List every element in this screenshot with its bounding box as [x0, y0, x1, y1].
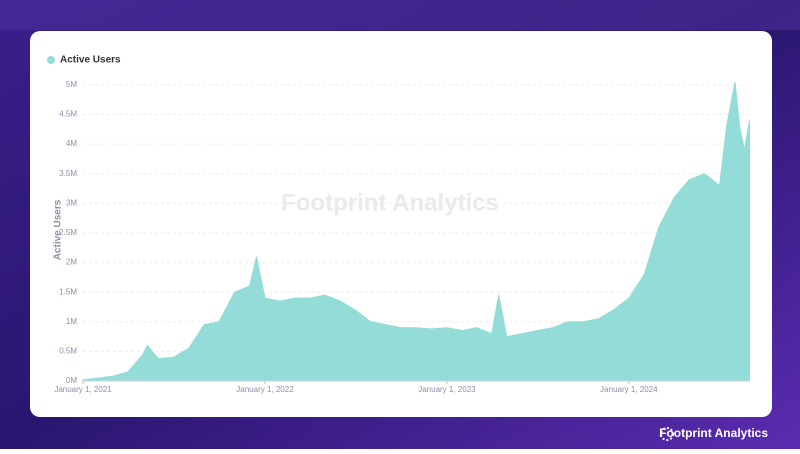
- y-tick-label: 3.5M: [59, 169, 77, 178]
- card: [30, 31, 772, 417]
- y-tick-label: 1M: [66, 317, 77, 326]
- header-band: [0, 0, 800, 30]
- y-tick-label: 4M: [66, 139, 77, 148]
- y-axis-label: Active Users: [53, 199, 64, 260]
- y-tick-label: 5M: [66, 80, 77, 89]
- y-tick-label: 4.5M: [59, 110, 77, 119]
- x-tick-label: January 1, 2022: [236, 385, 294, 394]
- legend-swatch: [47, 56, 55, 64]
- watermark: Footprint Analytics: [281, 189, 499, 216]
- x-tick-label: January 1, 2023: [418, 385, 476, 394]
- y-tick-label: 1.5M: [59, 287, 77, 296]
- area: [82, 81, 751, 382]
- y-tick-label: 3M: [66, 198, 77, 207]
- footer-brand: Footprint Analytics: [659, 426, 768, 440]
- y-tick-label: 2M: [66, 258, 77, 267]
- y-tick-label: 2.5M: [59, 228, 77, 237]
- x-tick-label: January 1, 2021: [54, 385, 112, 394]
- brand-icon: [660, 427, 674, 441]
- legend-label: Active Users: [60, 55, 121, 66]
- y-tick-label: 0M: [66, 376, 77, 385]
- y-tick-label: 0.5M: [59, 347, 77, 356]
- x-tick-label: January 1, 2024: [600, 385, 658, 394]
